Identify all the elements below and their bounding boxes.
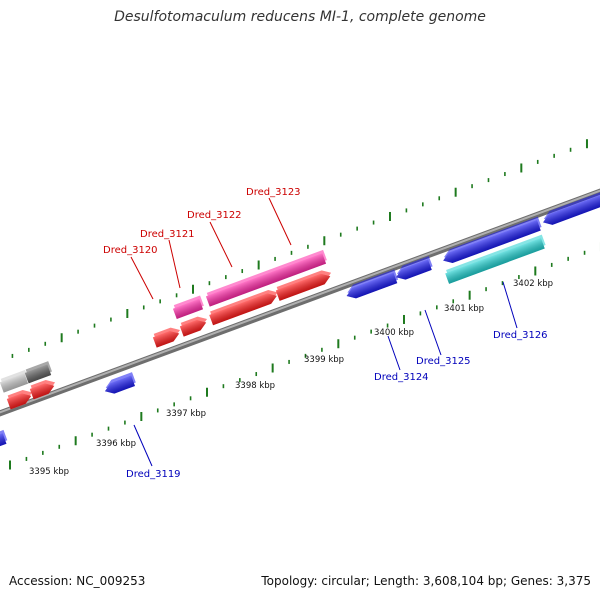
label-leader-line: [130, 256, 154, 300]
genome-backbone: [0, 188, 600, 417]
rna-block: [205, 249, 327, 307]
accession-text: Accession: NC_009253: [9, 574, 146, 588]
gene-label-reverse: Dred_3126: [493, 330, 548, 341]
cds-arrow: [6, 389, 33, 410]
genome-summary-text: Topology: circular; Length: 3,608,104 bp…: [261, 574, 591, 588]
label-leader-line: [268, 197, 292, 246]
cds-arrow: [29, 379, 56, 400]
inner-tick-track: [9, 242, 600, 470]
cds-arrow: [209, 289, 278, 326]
label-leader-line: [209, 221, 233, 268]
feature-block: [24, 361, 52, 384]
gene-label-forward: Dred_3120: [103, 245, 158, 256]
kbp-position-label: 3402 kbp: [513, 279, 553, 289]
kbp-position-label: 3396 kbp: [96, 439, 136, 449]
label-leader-line: [502, 281, 518, 329]
gene-label-forward: Dred_3123: [246, 187, 301, 198]
cds-arrow: [543, 190, 600, 225]
kbp-position-label: 3395 kbp: [29, 467, 69, 477]
outer-tick-track: [11, 139, 588, 358]
map-title: Desulfotomaculum reducens MI-1, complete…: [114, 9, 486, 25]
kbp-position-label: 3399 kbp: [304, 355, 344, 365]
kbp-position-label: 3400 kbp: [374, 328, 414, 338]
label-leader-line: [168, 239, 181, 289]
kbp-position-label: 3398 kbp: [235, 381, 275, 391]
cds-arrow: [443, 216, 542, 264]
gene-label-reverse: Dred_3125: [416, 356, 471, 367]
feature-block: [0, 369, 29, 393]
cds-arrow: [275, 270, 332, 301]
cds-arrow: [104, 372, 136, 394]
kbp-position-label: 3401 kbp: [444, 304, 484, 314]
gene-label-forward: Dred_3122: [187, 210, 242, 221]
rna-block: [172, 295, 204, 320]
gene-label-reverse: Dred_3119: [126, 469, 181, 480]
label-leader-line: [387, 335, 401, 371]
rna-block: [445, 234, 546, 284]
cds-arrow: [179, 316, 208, 337]
cds-arrow: [152, 327, 181, 348]
cds-arrow: [396, 256, 433, 280]
label-leader-line: [133, 424, 153, 467]
cds-arrow: [0, 429, 8, 447]
gene-label-forward: Dred_3121: [140, 229, 195, 240]
label-leader-line: [424, 309, 442, 356]
kbp-position-label: 3397 kbp: [166, 409, 206, 419]
cds-arrow: [346, 269, 399, 299]
gene-label-reverse: Dred_3124: [374, 372, 429, 383]
